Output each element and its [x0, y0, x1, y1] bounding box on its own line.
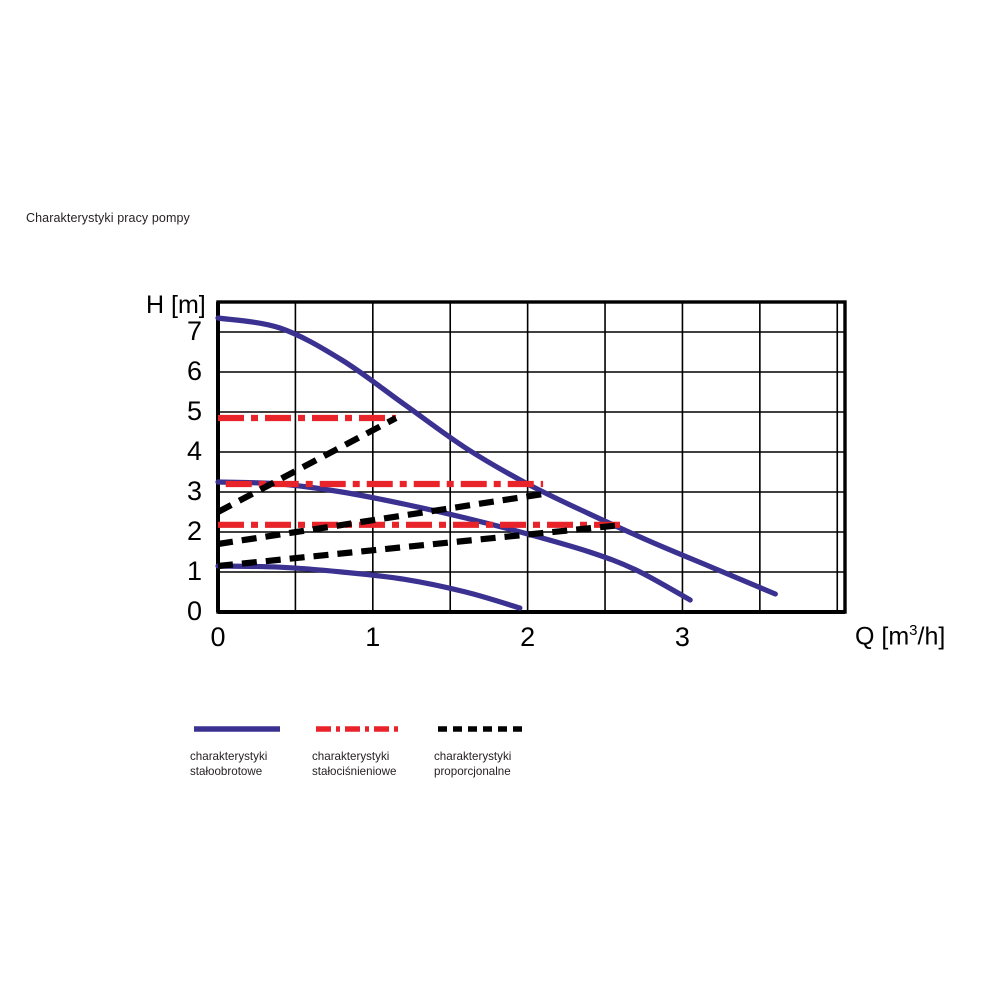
- y-tick-label: 7: [186, 316, 202, 346]
- y-tick-label: 2: [186, 516, 202, 546]
- y-tick-label: 3: [186, 476, 202, 506]
- x-axis-title-exponent: 3: [909, 622, 918, 639]
- y-tick-label: 1: [186, 556, 202, 586]
- grid-lines: [218, 302, 845, 612]
- x-axis-title-suffix: /h]: [917, 622, 946, 651]
- y-tick-label: 4: [186, 436, 202, 466]
- figure-caption: Charakterystyki pracy pompy: [26, 211, 190, 225]
- series-proporcjonalne: [217, 490, 544, 548]
- series-proporcjonalne: [217, 521, 624, 570]
- x-axis-title: Q [m3/h]: [855, 622, 945, 651]
- legend-swatch-solid: [194, 726, 280, 732]
- x-tick-label: 0: [210, 622, 226, 652]
- series-stałoobrotowe: [215, 315, 778, 597]
- plot-frame: [216, 300, 847, 614]
- legend-label-proporcjonalne: charakterystyki proporcjonalne: [434, 750, 512, 779]
- y-tick-label: 5: [186, 396, 202, 426]
- legend-swatch-dashed: [438, 726, 524, 732]
- x-tick-label: 3: [674, 622, 690, 652]
- legend-label-stalocisnieniowe: charakterystyki stałociśnieniowe: [312, 750, 397, 779]
- legend-item-proporcjonalne: charakterystyki proporcjonalne: [434, 722, 569, 780]
- y-axis-title: H [m]: [146, 291, 206, 319]
- y-tick-label: 0: [186, 596, 202, 626]
- series-layer: [215, 315, 778, 611]
- legend-item-stalocisnieniowe: charakterystyki stałociśnieniowe: [312, 722, 447, 780]
- series-proporcjonalne: [216, 415, 398, 515]
- legend-item-staloobrotowe: charakterystyki stałoobrotowe: [190, 722, 325, 780]
- series-stałoobrotowe: [215, 563, 523, 611]
- x-tick-label: 2: [520, 622, 536, 652]
- series-stałoobrotowe: [215, 479, 693, 603]
- legend-label-staloobrotowe: charakterystyki stałoobrotowe: [190, 750, 268, 779]
- x-tick-label: 1: [365, 622, 381, 652]
- x-axis-title-prefix: Q [m: [855, 622, 910, 651]
- legend: charakterystyki stałoobrotowe charakterys…: [190, 722, 610, 792]
- legend-swatch-dashdot: [316, 726, 402, 732]
- y-tick-label: 6: [186, 356, 202, 386]
